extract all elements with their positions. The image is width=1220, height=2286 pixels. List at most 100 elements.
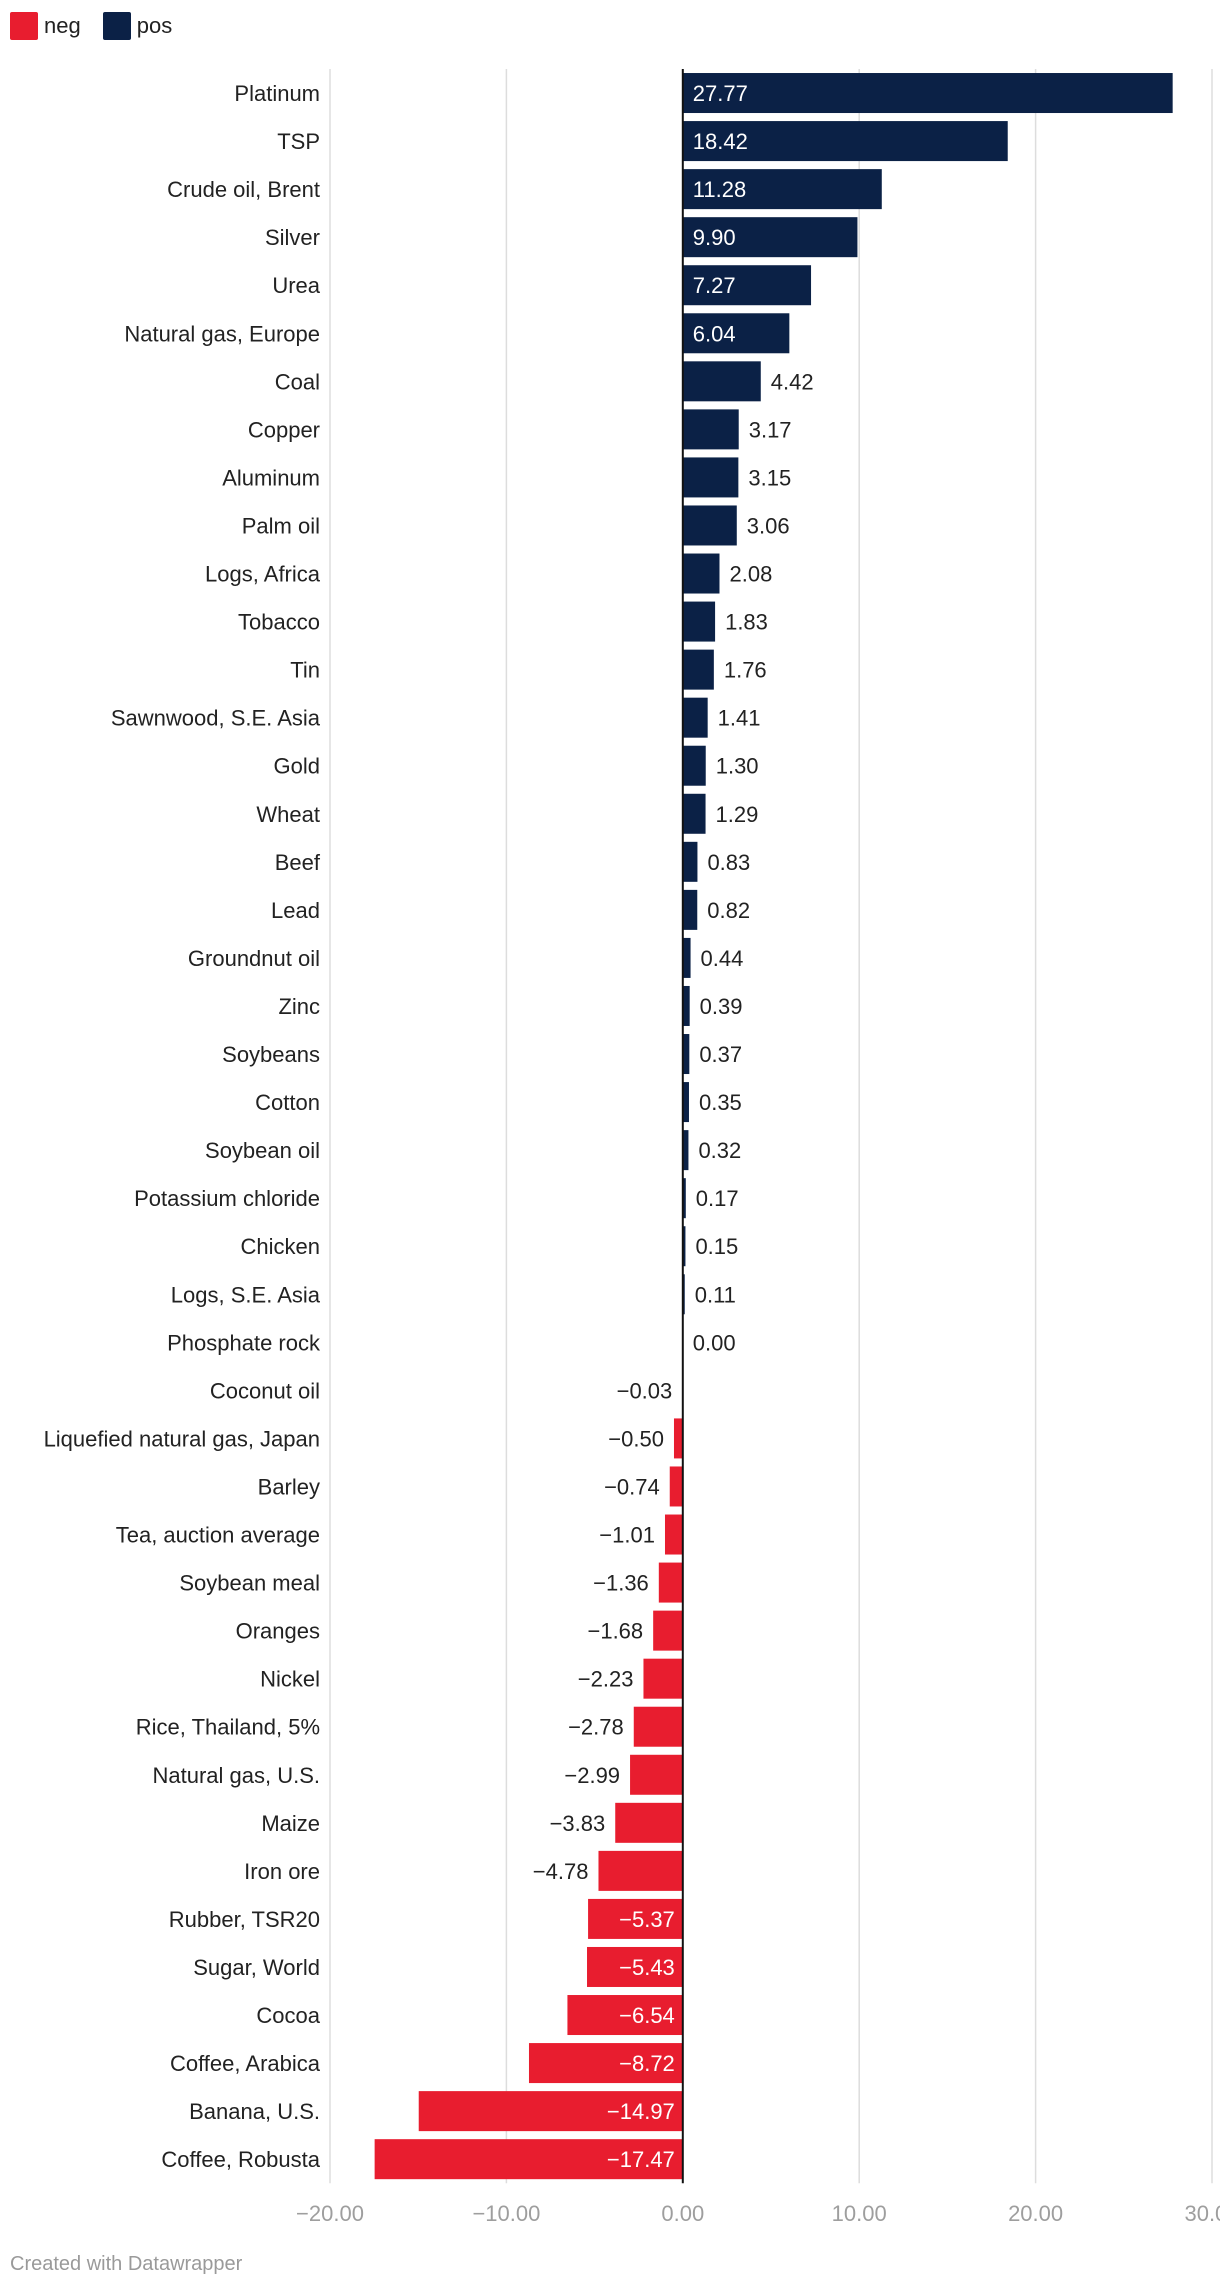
legend-item-neg: neg <box>10 12 81 40</box>
bar <box>682 1034 690 1075</box>
bar <box>682 409 739 450</box>
value-label: −3.83 <box>550 1811 606 1836</box>
value-label: 7.27 <box>693 273 736 298</box>
category-label: Logs, S.E. Asia <box>171 1282 321 1307</box>
category-label: Soybean oil <box>205 1138 320 1163</box>
bar <box>528 2043 683 2084</box>
category-label: Urea <box>272 273 320 298</box>
bar <box>669 1466 683 1507</box>
bar <box>588 1898 683 1939</box>
value-label: 9.90 <box>693 225 736 250</box>
value-label: 1.29 <box>716 802 759 827</box>
bar <box>682 121 1008 162</box>
bar <box>374 2139 683 2180</box>
bar <box>615 1802 683 1843</box>
category-label: Cotton <box>255 1090 320 1115</box>
bar <box>682 745 706 786</box>
category-label: Platinum <box>234 81 320 106</box>
bar <box>682 697 708 738</box>
bar <box>682 1226 686 1267</box>
value-label: −0.03 <box>617 1378 673 1403</box>
value-label: −8.72 <box>619 2051 675 2076</box>
legend: neg pos <box>10 12 172 40</box>
value-label: 0.44 <box>701 946 744 971</box>
bar <box>682 553 720 594</box>
bar <box>682 985 690 1026</box>
value-label: 0.83 <box>707 850 750 875</box>
value-label: 0.11 <box>695 1282 736 1307</box>
value-label: −1.68 <box>587 1619 643 1644</box>
value-label: 18.42 <box>693 129 748 154</box>
category-label: Tea, auction average <box>116 1523 320 1548</box>
bar <box>664 1514 683 1555</box>
category-label: Logs, Africa <box>205 562 321 587</box>
category-label: Silver <box>265 225 320 250</box>
value-label: 0.35 <box>699 1090 742 1115</box>
value-label: −5.43 <box>619 1955 675 1980</box>
x-tick-label: 20.00 <box>1008 2201 1063 2226</box>
category-label: Aluminum <box>222 465 320 490</box>
category-label: Copper <box>248 417 320 442</box>
category-label: Soybeans <box>222 1042 320 1067</box>
bar <box>682 841 698 882</box>
value-label: 0.82 <box>707 898 750 923</box>
category-label: Gold <box>274 754 320 779</box>
x-tick-label: −20.00 <box>296 2201 364 2226</box>
category-label: Maize <box>261 1811 320 1836</box>
value-label: −0.50 <box>608 1426 664 1451</box>
value-label: −14.97 <box>607 2099 675 2124</box>
category-label: Banana, U.S. <box>189 2099 320 2124</box>
category-label: Tin <box>290 658 320 683</box>
category-label: Chicken <box>241 1234 320 1259</box>
footer-credit[interactable]: Created with Datawrapper <box>10 2253 243 2275</box>
bar <box>598 1850 683 1891</box>
legend-label-pos: pos <box>136 13 173 38</box>
value-label: 2.08 <box>729 562 772 587</box>
bar <box>630 1754 683 1795</box>
category-label: Palm oil <box>242 513 320 538</box>
x-tick-label: −10.00 <box>472 2201 540 2226</box>
value-label: 4.42 <box>771 369 814 394</box>
value-label: 0.32 <box>698 1138 741 1163</box>
category-label: Nickel <box>260 1667 320 1692</box>
bar <box>682 937 691 978</box>
value-label: 0.00 <box>693 1330 736 1355</box>
bar <box>633 1706 683 1747</box>
category-label: Coffee, Robusta <box>161 2147 320 2172</box>
bar <box>567 1995 683 2036</box>
bar <box>682 265 812 306</box>
value-label: 3.15 <box>748 465 791 490</box>
bar <box>682 1178 686 1219</box>
category-label: Soybean meal <box>179 1571 320 1596</box>
value-label: −5.37 <box>619 1907 675 1932</box>
value-label: −2.78 <box>568 1715 624 1740</box>
value-label: 1.30 <box>716 754 759 779</box>
value-label: 1.83 <box>725 610 768 635</box>
category-label: Potassium chloride <box>134 1186 320 1211</box>
value-label: −2.99 <box>564 1763 620 1788</box>
x-tick-label: 30.00 <box>1184 2201 1220 2226</box>
category-label: Oranges <box>236 1619 320 1644</box>
value-label: 3.06 <box>747 513 790 538</box>
value-label: 0.17 <box>696 1186 739 1211</box>
category-label: Liquefied natural gas, Japan <box>44 1426 320 1451</box>
category-label: Coal <box>275 369 320 394</box>
bar <box>682 505 737 546</box>
value-label: 0.15 <box>695 1234 738 1259</box>
category-label: Sugar, World <box>193 1955 320 1980</box>
bar <box>682 793 706 834</box>
legend-label-neg: neg <box>44 13 81 38</box>
bar <box>682 1130 689 1171</box>
category-label: Natural gas, U.S. <box>152 1763 320 1788</box>
category-label: Groundnut oil <box>188 946 320 971</box>
category-label: Tobacco <box>238 610 320 635</box>
legend-swatch-neg <box>10 12 38 40</box>
value-label: −17.47 <box>607 2147 675 2172</box>
category-label: TSP <box>277 129 320 154</box>
bar <box>673 1418 683 1459</box>
bar <box>682 1082 689 1123</box>
bar <box>653 1610 683 1651</box>
value-label: 11.28 <box>693 177 746 202</box>
value-label: 27.77 <box>693 81 748 106</box>
